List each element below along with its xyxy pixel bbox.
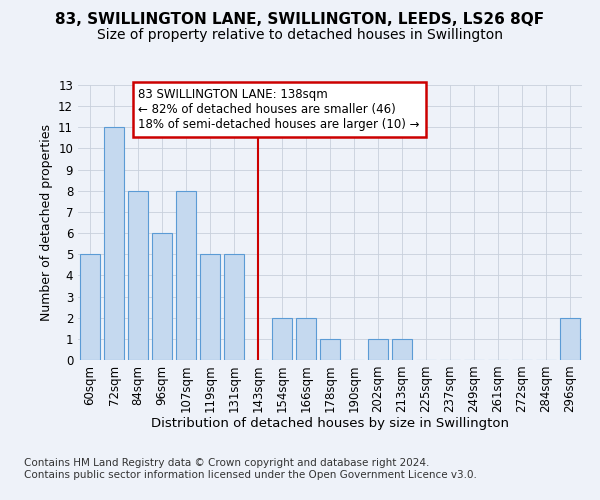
Text: 83 SWILLINGTON LANE: 138sqm
← 82% of detached houses are smaller (46)
18% of sem: 83 SWILLINGTON LANE: 138sqm ← 82% of det… bbox=[139, 88, 420, 130]
Bar bbox=[176, 191, 196, 360]
Y-axis label: Number of detached properties: Number of detached properties bbox=[40, 124, 53, 321]
Bar bbox=[560, 318, 580, 360]
Bar bbox=[272, 318, 292, 360]
Text: Distribution of detached houses by size in Swillington: Distribution of detached houses by size … bbox=[151, 418, 509, 430]
Text: Contains HM Land Registry data © Crown copyright and database right 2024.
Contai: Contains HM Land Registry data © Crown c… bbox=[24, 458, 477, 480]
Bar bbox=[152, 233, 172, 360]
Bar bbox=[320, 339, 340, 360]
Bar bbox=[104, 128, 124, 360]
Bar bbox=[368, 339, 388, 360]
Bar bbox=[200, 254, 220, 360]
Text: 83, SWILLINGTON LANE, SWILLINGTON, LEEDS, LS26 8QF: 83, SWILLINGTON LANE, SWILLINGTON, LEEDS… bbox=[55, 12, 545, 28]
Bar bbox=[224, 254, 244, 360]
Bar bbox=[392, 339, 412, 360]
Bar bbox=[80, 254, 100, 360]
Bar bbox=[296, 318, 316, 360]
Bar bbox=[128, 191, 148, 360]
Text: Size of property relative to detached houses in Swillington: Size of property relative to detached ho… bbox=[97, 28, 503, 42]
